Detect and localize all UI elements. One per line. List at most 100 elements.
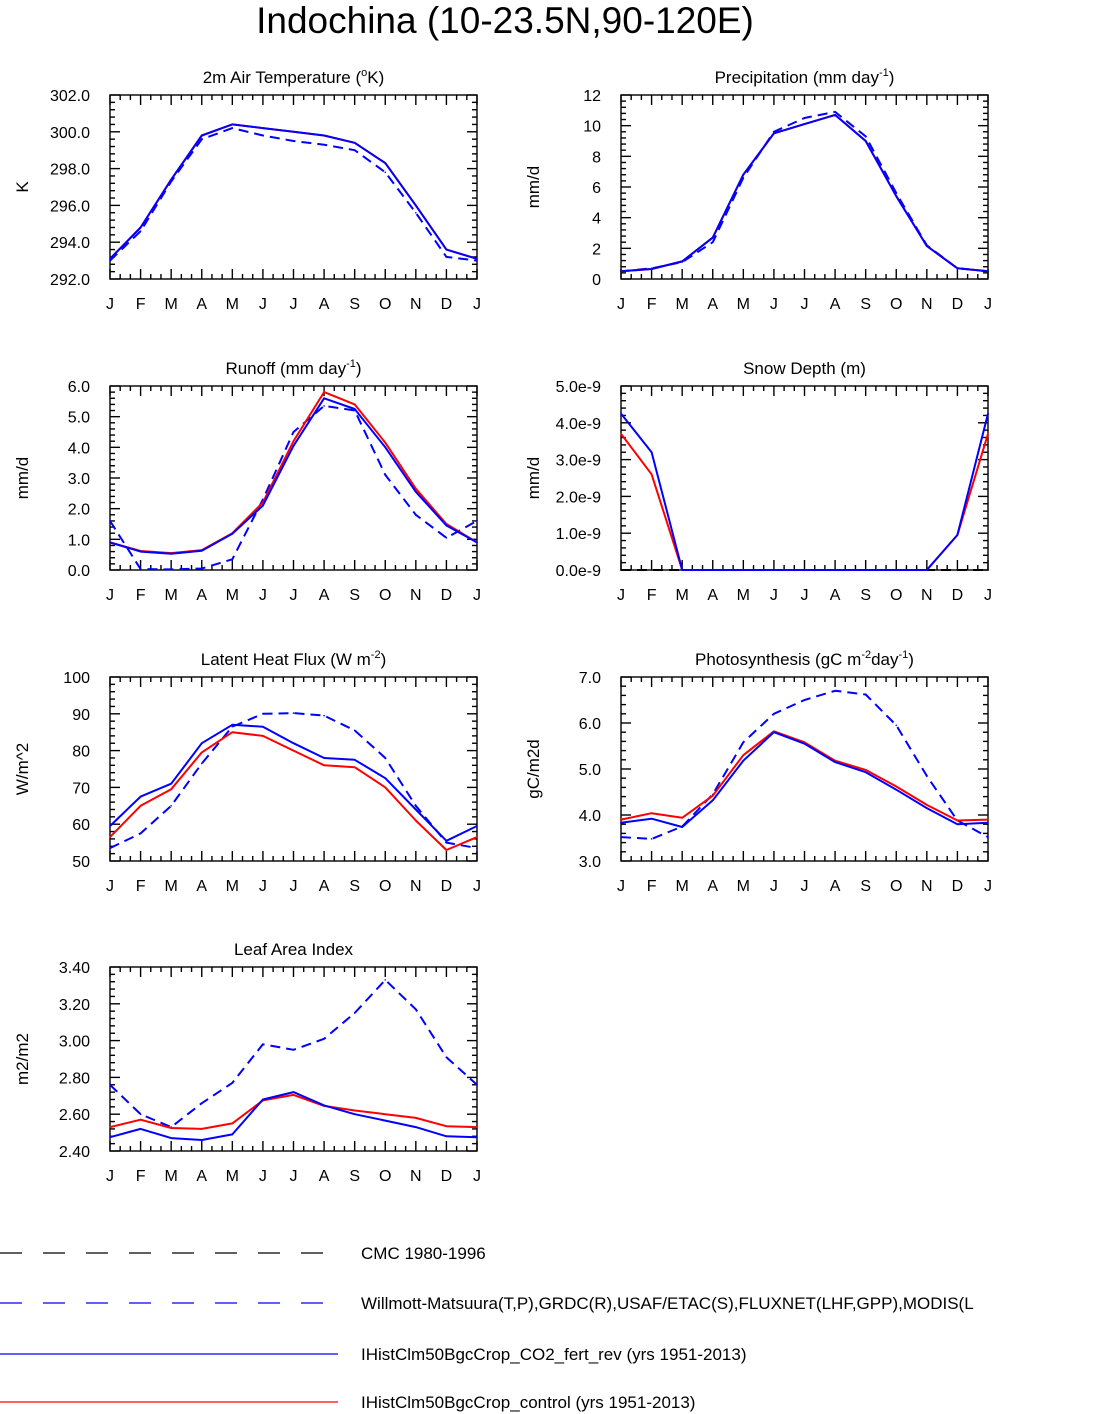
data-point-control (987, 433, 989, 435)
data-point-obs (292, 712, 295, 714)
series-line-control (109, 391, 478, 555)
data-point-obs (323, 714, 325, 717)
panel-title-text: 2m Air Temperature ( (203, 68, 362, 87)
x-tick-label: A (196, 1168, 207, 1185)
x-tick-label: A (707, 296, 718, 313)
panel-title-superscript: -2 (861, 649, 871, 661)
data-point-co2_fert_rev (681, 260, 683, 263)
data-point-co2_fert_rev (476, 257, 478, 260)
data-point-control (200, 751, 203, 754)
data-point-obs (170, 568, 172, 571)
data-point-co2_fert_rev (742, 173, 745, 176)
y-tick-label: 4.0 (68, 440, 90, 457)
x-tick-label: J (106, 878, 114, 895)
data-point-control (476, 836, 478, 838)
data-point-obs (711, 241, 714, 243)
x-tick-label: A (707, 587, 718, 604)
x-tick-label: F (647, 878, 657, 895)
data-point-obs (415, 1008, 417, 1011)
y-tick-label: 12 (583, 88, 601, 105)
data-point-co2_fert_rev (476, 825, 478, 827)
x-tick-label: J (259, 878, 267, 895)
data-point-co2_fert_rev (170, 782, 172, 785)
data-point-obs (139, 568, 142, 570)
x-tick-label: A (196, 587, 207, 604)
x-tick-label: O (379, 587, 391, 604)
data-point-co2_fert_rev (415, 204, 417, 207)
data-point-control (650, 812, 653, 814)
data-point-co2_fert_rev (292, 1091, 295, 1093)
plot-frame (620, 676, 989, 862)
data-point-co2_fert_rev (650, 451, 653, 454)
data-point-co2_fert_rev (384, 162, 387, 164)
panel-title-text: ) (356, 359, 362, 378)
data-point-co2_fert_rev (711, 569, 714, 571)
data-point-control (292, 440, 295, 443)
data-point-co2_fert_rev (926, 807, 928, 809)
data-point-co2_fert_rev (353, 759, 356, 761)
data-point-co2_fert_rev (231, 533, 234, 535)
data-point-obs (384, 979, 387, 981)
y-tick-label: 2.40 (59, 1144, 90, 1161)
data-point-co2_fert_rev (803, 569, 806, 571)
y-tick-label: 0.0e-9 (556, 563, 601, 580)
x-tick-label: A (196, 296, 207, 313)
panel-title-text: ) (381, 650, 387, 669)
data-point-obs (109, 520, 111, 522)
data-point-co2_fert_rev (445, 839, 448, 842)
data-point-co2_fert_rev (262, 1098, 264, 1101)
x-tick-label: M (737, 296, 750, 313)
x-tick-label: M (226, 587, 239, 604)
panel-6: Leaf Area Index J F M A M J J A S O N D J 2.40 2.60 2.80… (13, 940, 481, 1185)
series-line-obs (620, 110, 989, 273)
data-point-obs (323, 405, 325, 407)
data-point-co2_fert_rev (415, 808, 417, 811)
data-point-obs (895, 724, 898, 727)
data-point-obs (231, 558, 234, 561)
y-tick-label: 5.0 (579, 762, 601, 779)
y-tick-label: 60 (72, 817, 90, 834)
data-point-co2_fert_rev (384, 1119, 387, 1122)
x-tick-label: J (473, 878, 481, 895)
data-point-co2_fert_rev (170, 178, 172, 181)
data-point-obs (109, 847, 111, 849)
y-tick-label: 90 (72, 707, 90, 724)
data-point-control (292, 749, 295, 752)
data-point-control (956, 819, 959, 822)
data-point-co2_fert_rev (956, 267, 959, 270)
plot-frame (109, 385, 478, 571)
data-point-co2_fert_rev (803, 123, 806, 125)
data-point-co2_fert_rev (292, 742, 295, 745)
data-point-control (384, 786, 387, 789)
data-point-obs (200, 567, 203, 570)
data-point-obs (415, 514, 417, 516)
data-point-co2_fert_rev (895, 788, 898, 791)
data-point-control (742, 754, 745, 756)
x-tick-label: J (801, 296, 809, 313)
x-tick-label: J (984, 587, 992, 604)
data-point-obs (292, 140, 295, 142)
data-point-control (711, 794, 714, 797)
data-point-co2_fert_rev (987, 822, 989, 824)
data-point-co2_fert_rev (864, 771, 867, 774)
x-tick-label: F (647, 587, 657, 604)
data-point-co2_fert_rev (353, 408, 356, 410)
x-tick-label: A (830, 296, 841, 313)
x-tick-label: D (952, 587, 964, 604)
data-point-co2_fert_rev (139, 795, 142, 798)
x-tick-label: A (319, 587, 330, 604)
data-point-co2_fert_rev (139, 550, 142, 553)
y-tick-label: 3.0 (68, 471, 90, 488)
x-tick-label: J (290, 1168, 298, 1185)
y-tick-label: 298.0 (50, 162, 90, 179)
data-point-co2_fert_rev (445, 524, 448, 527)
panel-title: Leaf Area Index (234, 940, 354, 959)
data-point-obs (476, 847, 478, 849)
x-tick-label: F (136, 1168, 146, 1185)
figure-title: Indochina (10-23.5N,90-120E) (256, 0, 754, 41)
data-point-control (620, 818, 622, 821)
x-tick-label: A (830, 878, 841, 895)
x-tick-label: F (136, 878, 146, 895)
x-tick-label: N (921, 878, 933, 895)
legend-label: Willmott-Matsuura(T,P),GRDC(R),USAF/ETAC… (361, 1294, 974, 1313)
